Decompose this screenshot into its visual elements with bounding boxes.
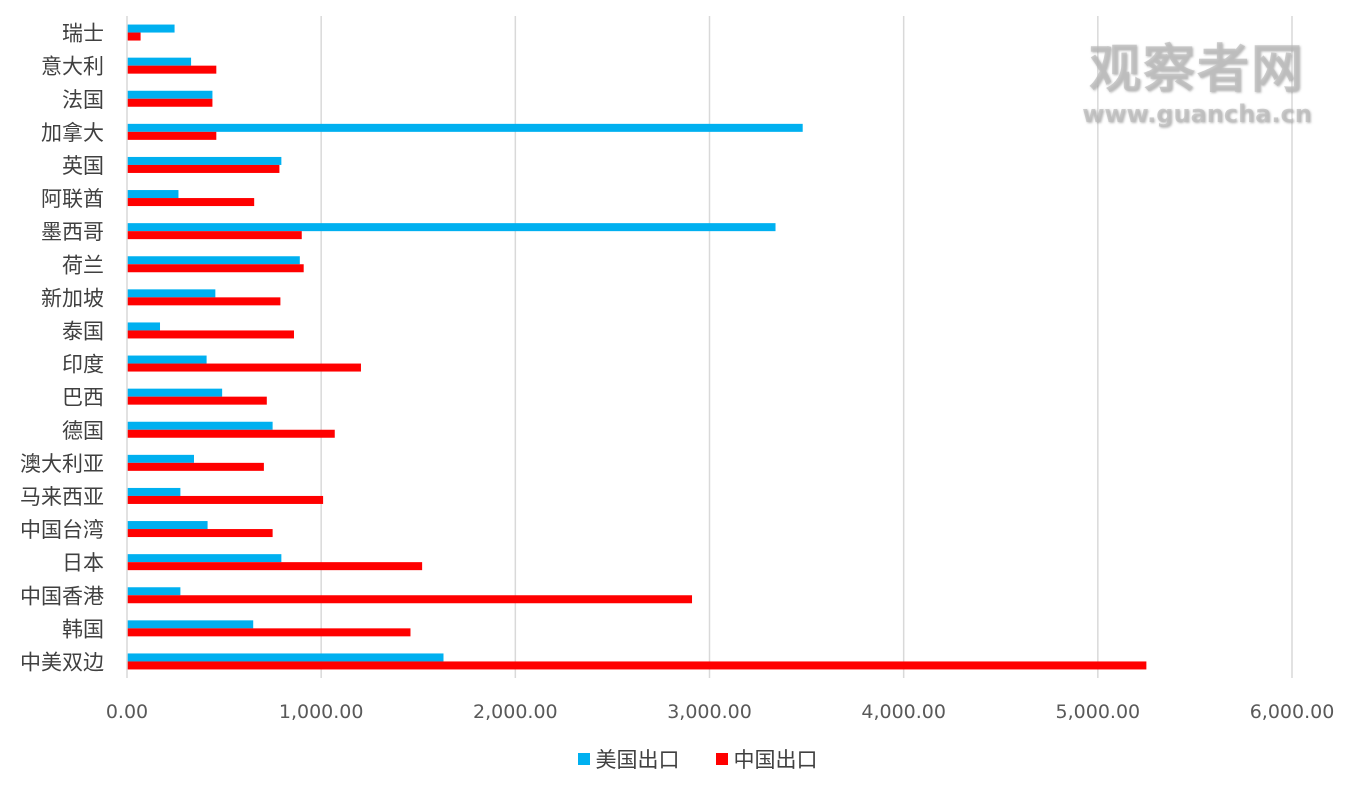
bar-us-export <box>127 521 208 530</box>
bar-us-export <box>127 123 803 132</box>
category-label: 中美双边 <box>20 650 104 674</box>
watermark-url-text: www.guancha.cn <box>1082 100 1312 128</box>
bar-us-export <box>127 24 175 33</box>
bar-us-export <box>127 653 444 662</box>
category-label: 马来西亚 <box>20 485 104 509</box>
category-labels: 瑞士意大利法国加拿大英国阿联酋墨西哥荷兰新加坡泰国印度巴西德国澳大利亚马来西亚中… <box>20 22 104 675</box>
bars <box>127 24 1147 670</box>
category-label: 墨西哥 <box>41 220 104 244</box>
category-label: 意大利 <box>41 55 104 79</box>
category-label: 加拿大 <box>41 121 104 145</box>
bar-china-export <box>127 198 255 207</box>
bar-us-export <box>127 388 223 397</box>
bar-us-export <box>127 454 194 463</box>
bar-china-export <box>127 595 693 604</box>
bar-china-export <box>127 363 361 372</box>
bar-us-export <box>127 554 282 563</box>
category-label: 德国 <box>62 419 104 443</box>
x-tick-label: 0.00 <box>106 701 148 723</box>
bar-china-export <box>127 231 302 240</box>
bar-china-export <box>127 131 217 140</box>
legend-swatch-us-export <box>577 753 590 765</box>
bar-us-export <box>127 57 192 66</box>
category-label: 荷兰 <box>62 253 104 277</box>
category-label: 新加坡 <box>41 286 104 310</box>
x-tick-label: 3,000.00 <box>667 701 752 723</box>
category-label: 巴西 <box>62 386 104 410</box>
category-label: 泰国 <box>62 319 104 343</box>
bar-china-export <box>127 462 264 471</box>
x-tick-label: 5,000.00 <box>1056 701 1141 723</box>
category-label: 印度 <box>62 353 104 377</box>
bar-china-export <box>127 562 423 571</box>
x-tick-label: 2,000.00 <box>473 701 558 723</box>
x-tick-label: 4,000.00 <box>861 701 946 723</box>
legend: 美国出口 中国出口 <box>0 744 1355 774</box>
category-label: 法国 <box>62 88 104 112</box>
bar-us-export <box>127 256 300 265</box>
category-label: 日本 <box>62 551 104 575</box>
x-tick-label: 6,000.00 <box>1250 701 1335 723</box>
bar-china-export <box>127 661 1147 670</box>
x-tick-labels: 0.00 1,000.00 2,000.00 3,000.00 4,000.00 5,00… <box>106 701 1334 723</box>
legend-swatch-china-export <box>715 753 728 765</box>
category-label: 阿联酋 <box>41 187 104 211</box>
category-label: 英国 <box>62 154 104 178</box>
bar-china-export <box>127 164 280 173</box>
bar-us-export <box>127 90 213 99</box>
bar-china-export <box>127 65 217 74</box>
bar-china-export <box>127 529 273 538</box>
bar-us-export <box>127 421 273 430</box>
legend-label-china-export: 中国出口 <box>733 748 818 772</box>
category-label: 澳大利亚 <box>20 452 104 476</box>
category-label: 中国台湾 <box>20 518 104 542</box>
x-tick-label: 1,000.00 <box>279 701 364 723</box>
bar-china-export <box>127 297 281 306</box>
bar-china-export <box>127 495 324 504</box>
bar-us-export <box>127 322 161 331</box>
category-label: 韩国 <box>62 617 104 641</box>
category-label: 瑞士 <box>62 22 104 46</box>
bar-us-export <box>127 190 179 199</box>
watermark-logo: 观察者网 www.guancha.cn <box>1072 40 1322 128</box>
bar-us-export <box>127 156 282 165</box>
bar-china-export <box>127 330 294 339</box>
legend-item-china-export: 中国出口 <box>715 744 818 774</box>
bar-us-export <box>127 289 216 298</box>
bar-china-export <box>127 396 267 405</box>
bar-china-export <box>127 98 213 107</box>
bar-china-export <box>127 429 335 438</box>
bar-china-export <box>127 628 411 637</box>
bar-us-export <box>127 487 181 496</box>
category-label: 中国香港 <box>20 584 104 608</box>
bar-china-export <box>127 32 141 41</box>
bar-us-export <box>127 355 207 364</box>
legend-item-us-export: 美国出口 <box>577 744 680 774</box>
bar-china-export <box>127 264 304 273</box>
watermark-main-text: 观察者网 <box>1088 40 1305 100</box>
bar-us-export <box>127 587 181 596</box>
bar-us-export <box>127 620 254 629</box>
legend-label-us-export: 美国出口 <box>595 748 680 772</box>
bar-us-export <box>127 223 776 232</box>
